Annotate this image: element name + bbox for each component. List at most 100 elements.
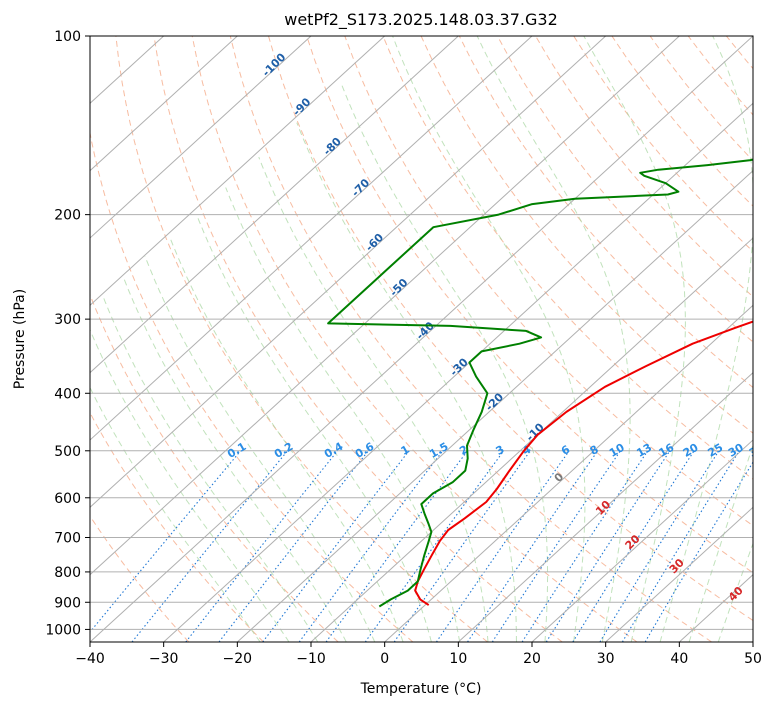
moist-adiabat bbox=[90, 328, 290, 642]
isotherm bbox=[531, 439, 753, 642]
isotherm bbox=[90, 36, 753, 642]
isotherm bbox=[384, 304, 753, 642]
y-tick-label: 1000 bbox=[45, 622, 81, 638]
y-tick-label: 400 bbox=[54, 386, 81, 402]
isotherm-label: -80 bbox=[321, 135, 344, 158]
dry-adiabat bbox=[573, 36, 753, 253]
y-tick-label: 600 bbox=[54, 491, 81, 507]
mixing-ratio-line bbox=[545, 450, 671, 642]
mixing-ratio-label: 25 bbox=[706, 441, 726, 460]
series-layer bbox=[327, 158, 753, 608]
moist-adiabat bbox=[225, 187, 461, 642]
x-tick-label: 50 bbox=[744, 651, 762, 667]
dry-adiabat bbox=[687, 36, 753, 116]
temperature-line bbox=[414, 320, 753, 606]
moist-adiabat bbox=[122, 277, 347, 642]
dry-adiabat bbox=[726, 36, 753, 70]
dry-adiabat bbox=[90, 515, 190, 642]
x-axis: −40 −30 −20 −10 0 10 20 30 40 50 bbox=[75, 642, 762, 667]
moist-adiabat bbox=[717, 542, 753, 642]
moist-adiabat bbox=[196, 214, 432, 642]
dewpoint-line bbox=[327, 158, 753, 608]
mixing-ratio-label: 13 bbox=[634, 441, 654, 460]
moist-adiabat-label: 40 bbox=[726, 584, 746, 604]
isotherm-label: -10 bbox=[524, 420, 547, 443]
dry-adiabat bbox=[344, 36, 753, 527]
dry-adiabat bbox=[611, 36, 753, 207]
dry-adiabat bbox=[268, 36, 753, 622]
mixing-ratio-label: 30 bbox=[726, 441, 746, 460]
x-tick-label: −20 bbox=[223, 651, 253, 667]
mixing-ratio-line bbox=[131, 450, 289, 642]
isotherm bbox=[605, 506, 753, 642]
y-tick-label: 900 bbox=[54, 595, 81, 611]
moist-adiabat bbox=[170, 239, 404, 642]
mixing-ratio-line bbox=[185, 450, 339, 642]
mixing-ratio-line bbox=[218, 450, 369, 642]
mixing-ratio-label: 0.1 bbox=[225, 440, 248, 461]
x-tick-label: −30 bbox=[149, 651, 179, 667]
moist-adiabat-label: 10 bbox=[593, 498, 613, 518]
y-tick-label: 500 bbox=[54, 444, 81, 460]
isotherm bbox=[90, 36, 607, 509]
dry-adiabat bbox=[115, 36, 488, 642]
moist-adiabat bbox=[659, 36, 753, 642]
mixing-ratio-label: 0.4 bbox=[322, 440, 346, 461]
mixing-ratio-label: 10 bbox=[607, 441, 627, 460]
x-tick-label: 0 bbox=[380, 651, 389, 667]
moist-adiabat bbox=[340, 82, 549, 642]
x-tick-label: −10 bbox=[296, 651, 326, 667]
dry-adiabat bbox=[765, 36, 775, 642]
mixing-ratio-line bbox=[298, 450, 444, 642]
mixing-ratio-line bbox=[521, 450, 649, 642]
dry-adiabat bbox=[420, 36, 753, 434]
mixing-ratio-line bbox=[621, 450, 740, 642]
isotherm-label: -60 bbox=[363, 231, 386, 254]
x-tick-label: 40 bbox=[670, 651, 688, 667]
isotherm bbox=[90, 36, 238, 172]
mixing-ratio-line bbox=[435, 450, 570, 642]
isotherm bbox=[236, 169, 753, 642]
y-tick-label: 200 bbox=[54, 208, 81, 224]
isotherm-label: -100 bbox=[260, 50, 289, 79]
mixing-ratio-line bbox=[467, 450, 599, 642]
dry-adiabat bbox=[458, 36, 753, 389]
isotherm bbox=[90, 36, 312, 239]
dry-adiabat bbox=[535, 36, 753, 298]
x-tick-label: 20 bbox=[523, 651, 541, 667]
moist-adiabat bbox=[258, 156, 489, 642]
isotherm-label: -90 bbox=[290, 95, 313, 118]
moist-adiabat bbox=[583, 36, 686, 642]
background-lines bbox=[90, 36, 775, 642]
x-axis-label: Temperature (°C) bbox=[360, 681, 482, 697]
mixing-ratio-line bbox=[262, 450, 410, 642]
isotherm bbox=[457, 371, 753, 642]
y-axis-label: Pressure (hPa) bbox=[12, 289, 28, 389]
mixing-ratio-label: 1.5 bbox=[427, 440, 450, 461]
mixing-ratio-label: 6 bbox=[559, 443, 572, 458]
gridlines bbox=[90, 36, 753, 642]
y-tick-label: 300 bbox=[54, 312, 81, 328]
mixing-ratio-line bbox=[90, 450, 242, 633]
mixing-ratio-label: 0.6 bbox=[353, 440, 377, 461]
dry-adiabat bbox=[306, 36, 753, 574]
isotherm bbox=[752, 641, 753, 642]
dry-adiabat bbox=[153, 36, 563, 642]
mixing-ratio-line bbox=[644, 461, 753, 642]
x-tick-label: 30 bbox=[597, 651, 615, 667]
dry-adiabat bbox=[496, 36, 753, 343]
mixing-ratio-label: 36 bbox=[747, 441, 767, 460]
dry-adiabat bbox=[90, 411, 264, 642]
mixing-ratio-label: 20 bbox=[681, 441, 701, 460]
dry-adiabat bbox=[382, 36, 753, 480]
y-axis: 1000 900 800 700 600 500 400 300 200 100 bbox=[45, 29, 90, 638]
moist-adiabat bbox=[102, 296, 319, 642]
moist-adiabat-label: 20 bbox=[623, 532, 643, 552]
y-tick-label: 700 bbox=[54, 531, 81, 547]
x-tick-label: −40 bbox=[75, 651, 105, 667]
isotherm bbox=[90, 36, 386, 307]
mixing-ratio-line bbox=[599, 450, 720, 642]
isotherm bbox=[163, 102, 753, 642]
mixing-ratio-line bbox=[572, 450, 695, 642]
